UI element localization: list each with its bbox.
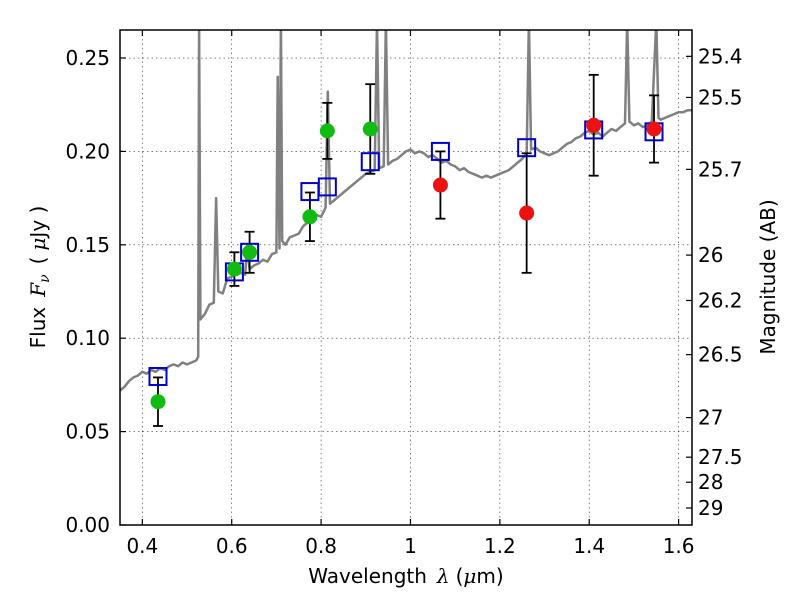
y-tick-label: 0.25: [65, 46, 110, 70]
model-box: [240, 242, 260, 262]
observed-point-red: [432, 177, 448, 193]
errorbar-layer: [152, 73, 660, 427]
x-axis-label-lambda: λ: [436, 564, 450, 588]
observed-point-green: [362, 121, 378, 137]
x-tick-label: 1.2: [484, 534, 516, 558]
y-tick-label: 0.15: [65, 233, 110, 257]
y2-tick-label: 28: [698, 470, 723, 494]
y2-tick-label: 26.5: [698, 343, 743, 367]
x-axis-label: Wavelength λ (μm): [308, 564, 503, 588]
model-box: [317, 177, 337, 197]
y2-tick-label: 27: [698, 406, 723, 430]
y2-tick-label: 25.7: [698, 157, 743, 181]
x-tick-label: 1.6: [663, 534, 695, 558]
template-spectrum-line: [120, 30, 692, 392]
template-spectrum-layer: [120, 30, 692, 392]
model-box-layer: [148, 120, 664, 386]
y2-tick-label: 27.5: [698, 445, 743, 469]
observed-point-green: [150, 394, 166, 410]
y-axis-label-nu: ν: [37, 274, 53, 283]
y-axis-label-f: F: [26, 282, 50, 298]
y2-axis-label: Magnitude (AB): [756, 199, 780, 354]
observed-point-layer: [150, 117, 662, 410]
y-axis-label-unit-rest: Jy ): [26, 206, 50, 240]
y2-tick-label: 25.4: [698, 44, 743, 68]
y2-tick-label: 26: [698, 243, 723, 267]
y-axis-label-unit-mu: μ: [26, 238, 50, 251]
observed-point-green: [319, 123, 335, 139]
observed-point-green: [242, 244, 258, 260]
axis-ticks: 0.4 0.6 0.8 1 1.2 1.4 1.6 0.00 0.05 0.10 0.15 0.20 0…: [65, 30, 743, 558]
x-tick-label: 1.4: [573, 534, 605, 558]
y-axis-label: Flux Fν ( μJy ): [26, 206, 53, 349]
y2-tick-label: 25.5: [698, 85, 743, 109]
grid-lines: [120, 30, 692, 526]
y-tick-label: 0.00: [65, 513, 110, 537]
model-box: [430, 141, 450, 161]
observed-point-red: [586, 117, 602, 133]
x-axis-label-text: Wavelength: [308, 564, 427, 588]
y-tick-label: 0.20: [65, 139, 110, 163]
x-tick-label: 0.4: [126, 534, 158, 558]
x-tick-label: 0.8: [305, 534, 337, 558]
x-axis-label-unit-open: (: [456, 564, 464, 588]
x-axis-label-unit-mu: μ: [463, 564, 476, 588]
observed-point-red: [646, 121, 662, 137]
x-axis-label-unit-rest: m): [476, 564, 503, 588]
x-tick-label: 1: [404, 534, 417, 558]
y-tick-label: 0.05: [65, 420, 110, 444]
y2-tick-label: 26.2: [698, 288, 743, 312]
model-box: [517, 138, 537, 158]
model-box: [148, 367, 168, 386]
model-box: [360, 152, 380, 172]
plot-frame: [119, 29, 693, 526]
x-tick-label: 0.6: [216, 534, 248, 558]
y-tick-label: 0.10: [65, 326, 110, 350]
y2-tick-label: 29: [698, 496, 723, 520]
observed-point-red: [519, 205, 535, 221]
y-axis-label-text: Flux: [26, 307, 50, 349]
observed-point-green: [302, 209, 318, 225]
observed-point-green: [226, 261, 242, 277]
y-axis-label-unit-open: (: [26, 257, 50, 265]
